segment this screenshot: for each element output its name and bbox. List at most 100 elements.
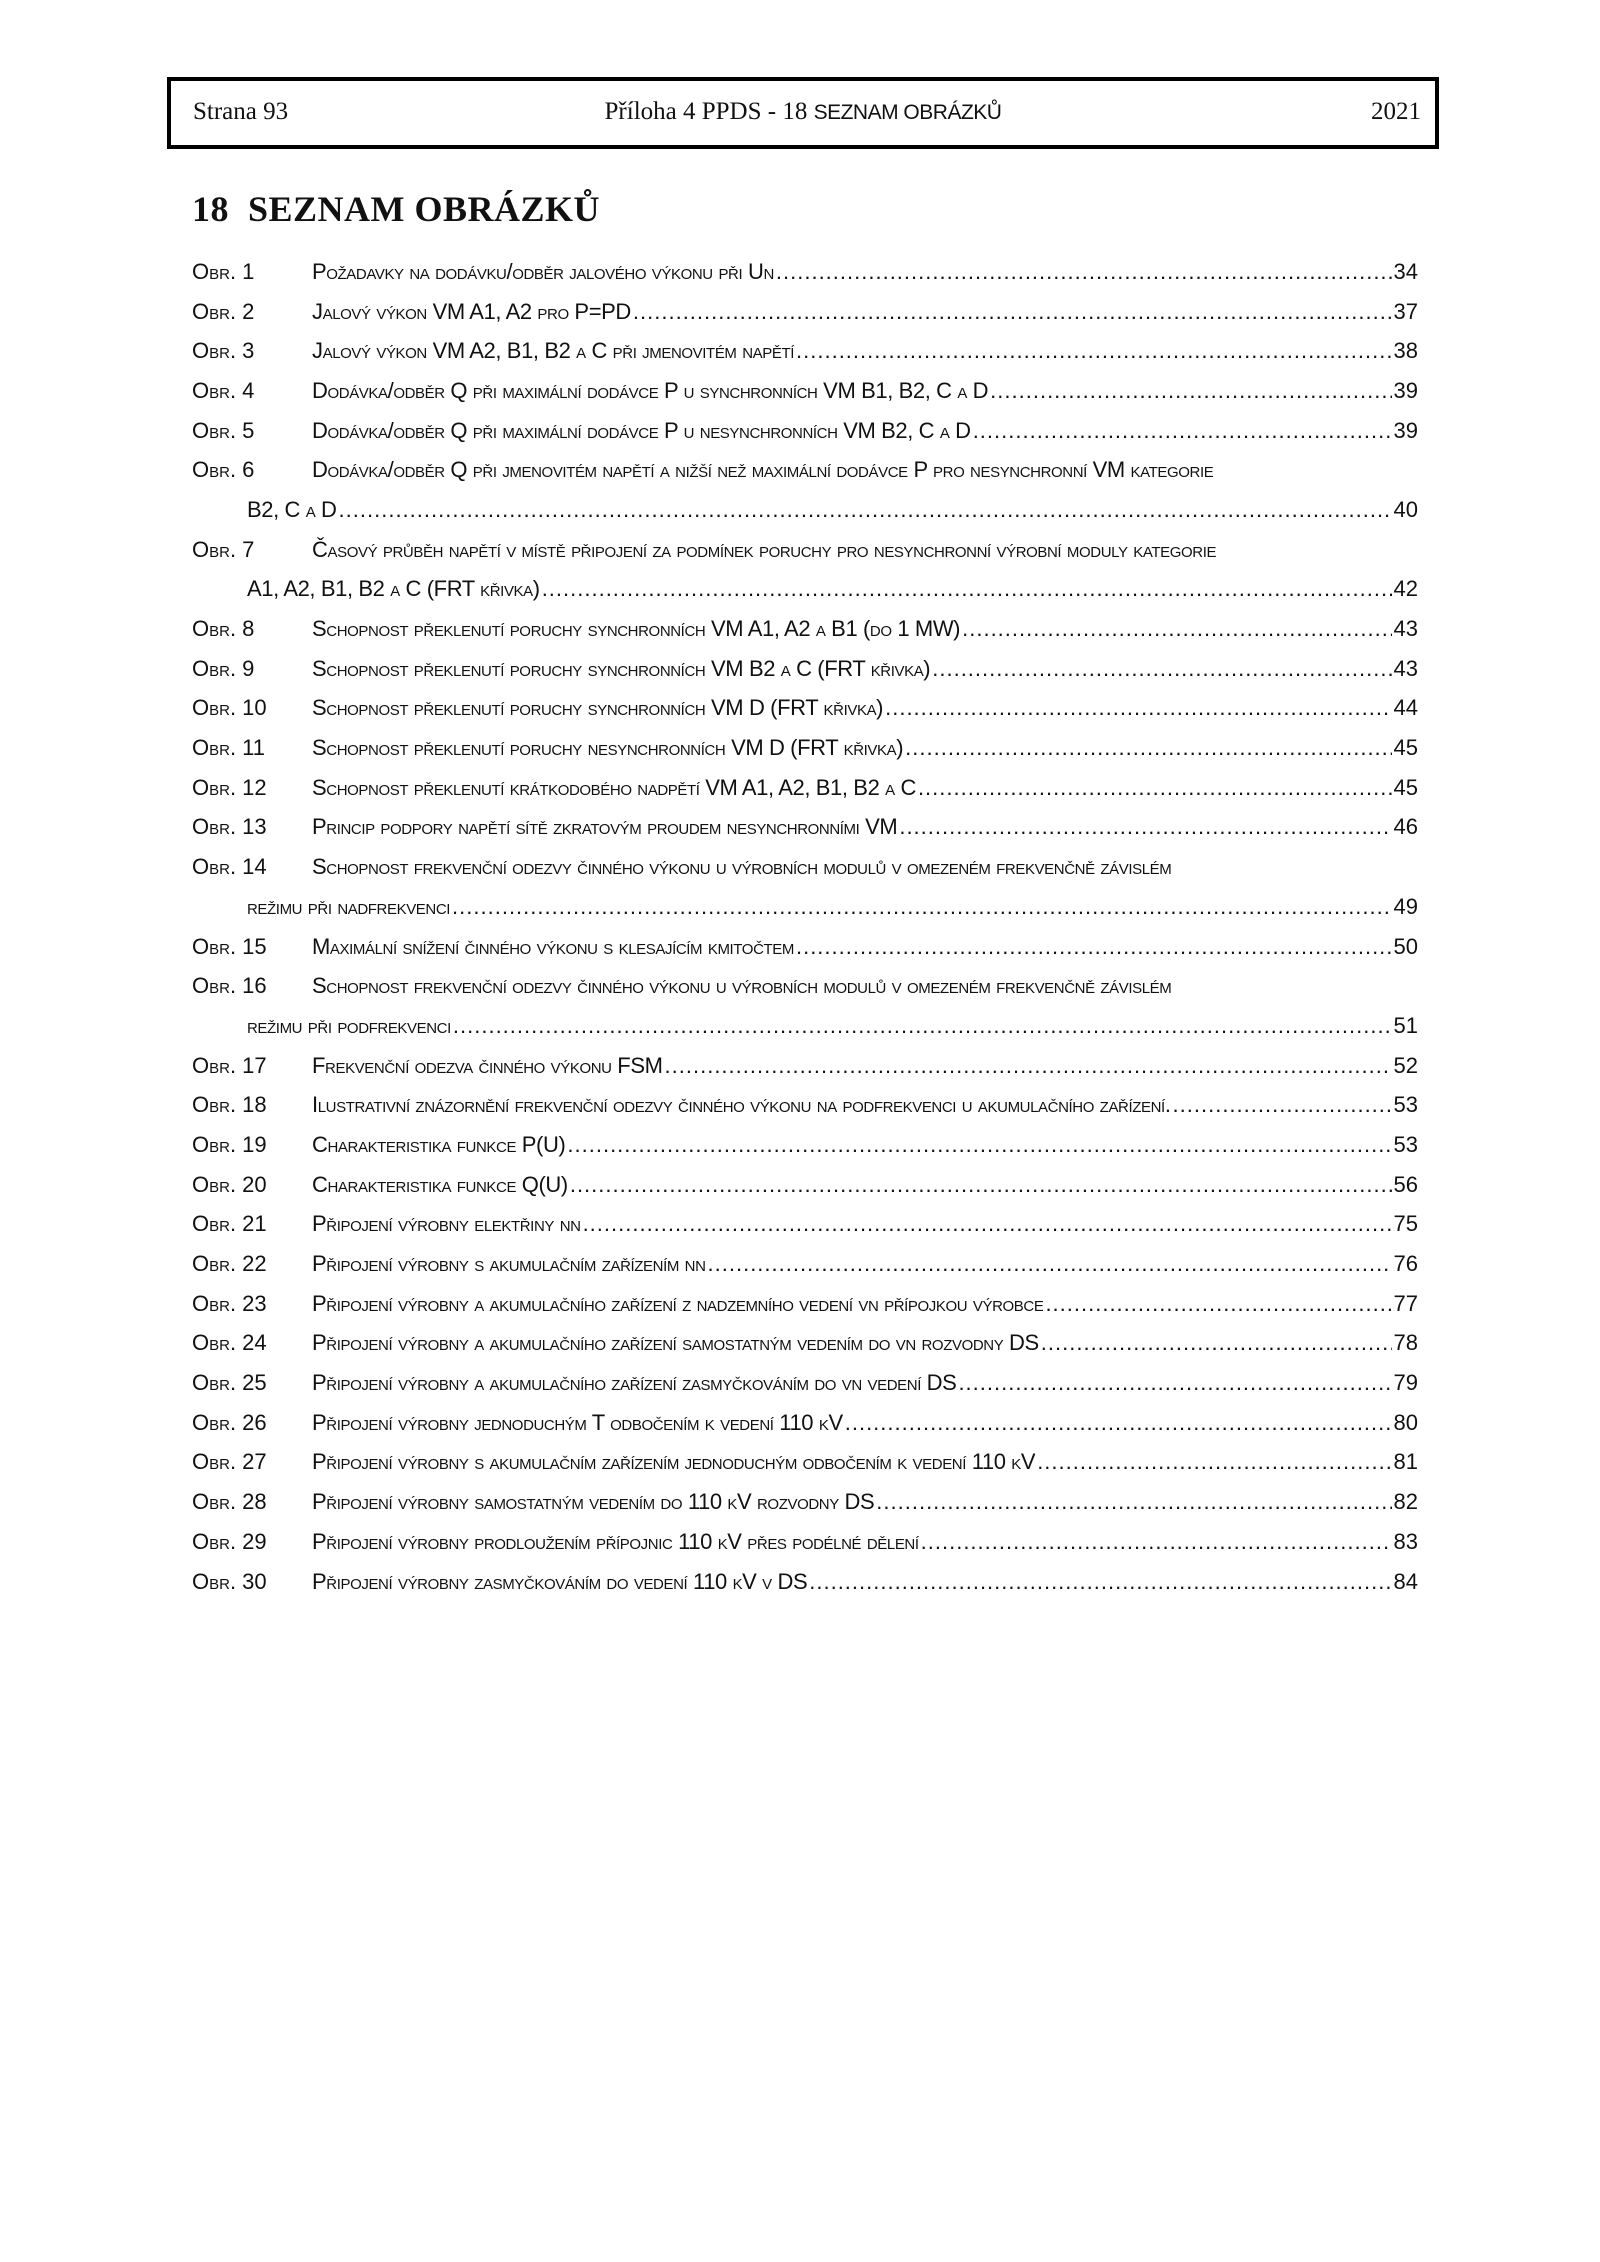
figure-list-item[interactable]: Obr. 13 Princip podpory napětí sítě zkrat… bbox=[192, 808, 1418, 848]
figure-list-item[interactable]: Obr. 25 Připojení výrobny a akumulačního … bbox=[192, 1363, 1418, 1403]
dot-leader bbox=[876, 1489, 1391, 1515]
page-ref: 75 bbox=[1393, 1211, 1418, 1237]
page-number: Strana 93 bbox=[193, 98, 289, 125]
figure-label: Obr. 21 bbox=[192, 1211, 267, 1237]
page-ref: 53 bbox=[1393, 1092, 1418, 1118]
figure-label: Obr. 2 bbox=[192, 298, 255, 324]
figure-list-item[interactable]: Obr. 2 Jalový výkon VM A1, A2 pro P=PD 37 bbox=[192, 292, 1418, 332]
figure-list-item[interactable]: Obr. 30 Připojení výrobny zasmyčkováním d… bbox=[192, 1562, 1418, 1602]
figure-list-item[interactable]: Obr. 14 Schopnost frekvenční odezvy činné… bbox=[192, 847, 1418, 887]
figure-list-item[interactable]: B2, C a D 40 bbox=[192, 490, 1418, 530]
figure-list-item[interactable]: Obr. 15 Maximální snížení činného výkonu … bbox=[192, 927, 1418, 967]
figure-caption: Časový průběh napětí v místě připojení z… bbox=[312, 536, 1217, 562]
figure-list-item[interactable]: Obr. 4 Dodávka/odběr Q při maximální dodá… bbox=[192, 371, 1418, 411]
page-ref: 38 bbox=[1393, 338, 1418, 364]
page-ref: 45 bbox=[1393, 774, 1418, 800]
figure-caption: Připojení výrobny prodloužením přípojnic… bbox=[312, 1528, 919, 1554]
figure-caption: Schopnost frekvenční odezvy činného výko… bbox=[312, 854, 1172, 880]
figure-caption: Ilustrativní znázornění frekvenční odezv… bbox=[312, 1092, 1171, 1118]
figure-label: Obr. 29 bbox=[192, 1528, 267, 1554]
figure-list-item[interactable]: Obr. 18 Ilustrativní znázornění frekvenčn… bbox=[192, 1085, 1418, 1125]
figure-caption: Jalový výkon VM A1, A2 pro P=PD bbox=[312, 298, 631, 324]
figure-list-item[interactable]: Obr. 28 Připojení výrobny samostatným ved… bbox=[192, 1482, 1418, 1522]
figure-caption: B2, C a D bbox=[247, 496, 337, 522]
figure-list-item[interactable]: Obr. 12 Schopnost překlenutí krátkodobého… bbox=[192, 768, 1418, 808]
figure-caption: Připojení výrobny s akumulačním zařízení… bbox=[312, 1449, 1036, 1475]
page-ref: 80 bbox=[1393, 1409, 1418, 1435]
figure-caption: Jalový výkon VM A2, B1, B2 a C při jmeno… bbox=[312, 338, 795, 364]
page-header: Strana 93 Příloha 4 PPDS - 18 SEZNAM OBR… bbox=[167, 77, 1439, 149]
figure-label: Obr. 14 bbox=[192, 854, 267, 880]
figure-list-item[interactable]: Obr. 22 Připojení výrobny s akumulačním z… bbox=[192, 1244, 1418, 1284]
figure-caption: Požadavky na dodávku/odběr jalového výko… bbox=[312, 258, 774, 284]
figure-list-item[interactable]: Obr. 1 Požadavky na dodávku/odběr jalovéh… bbox=[192, 252, 1418, 292]
page-ref: 79 bbox=[1393, 1370, 1418, 1396]
figure-caption: Připojení výrobny samostatným vedením do… bbox=[312, 1489, 875, 1515]
dot-leader bbox=[845, 1410, 1392, 1436]
page-ref: 52 bbox=[1393, 1052, 1418, 1078]
figure-caption: režimu při podfrekvenci bbox=[247, 1012, 451, 1038]
dot-leader bbox=[918, 775, 1392, 801]
figure-label: Obr. 3 bbox=[192, 338, 255, 364]
figure-caption: Frekvenční odezva činného výkonu FSM bbox=[312, 1052, 663, 1078]
figure-caption: Připojení výrobny a akumulačního zařízen… bbox=[312, 1290, 1044, 1316]
page-ref: 56 bbox=[1393, 1171, 1418, 1197]
figure-list-item[interactable]: Obr. 6 Dodávka/odběr Q při jmenovitém nap… bbox=[192, 450, 1418, 490]
figure-list-item[interactable]: Obr. 24 Připojení výrobny a akumulačního … bbox=[192, 1324, 1418, 1364]
page-ref: 39 bbox=[1393, 377, 1418, 403]
figure-caption: Připojení výrobny a akumulačního zařízen… bbox=[312, 1330, 1039, 1356]
figure-list-item[interactable]: režimu při nadfrekvenci 49 bbox=[192, 887, 1418, 927]
page-ref: 51 bbox=[1393, 1012, 1418, 1038]
figure-list-item[interactable]: Obr. 23 Připojení výrobny a akumulačního … bbox=[192, 1284, 1418, 1324]
figure-list-item[interactable]: Obr. 9 Schopnost překlenutí poruchy synch… bbox=[192, 649, 1418, 689]
figure-list-item[interactable]: Obr. 16 Schopnost frekvenční odezvy činné… bbox=[192, 966, 1418, 1006]
figure-list-item[interactable]: Obr. 27 Připojení výrobny s akumulačním z… bbox=[192, 1443, 1418, 1483]
section-title: 18 SEZNAM OBRÁZKŮ bbox=[192, 189, 601, 229]
figure-list-item[interactable]: Obr. 5 Dodávka/odběr Q při maximální dodá… bbox=[192, 411, 1418, 451]
dot-leader bbox=[1041, 1330, 1392, 1356]
figure-list-item[interactable]: A1, A2, B1, B2 a C (FRT křivka) 42 bbox=[192, 570, 1418, 610]
figure-list-item[interactable]: Obr. 3 Jalový výkon VM A2, B1, B2 a C při… bbox=[192, 331, 1418, 371]
page-ref: 50 bbox=[1393, 933, 1418, 959]
figure-label: Obr. 18 bbox=[192, 1092, 267, 1118]
figure-caption: Schopnost překlenutí poruchy synchronníc… bbox=[312, 616, 961, 642]
dot-leader bbox=[962, 616, 1391, 642]
dot-leader bbox=[809, 1569, 1391, 1595]
page-ref: 39 bbox=[1393, 417, 1418, 443]
figure-list-item[interactable]: Obr. 17 Frekvenční odezva činného výkonu … bbox=[192, 1046, 1418, 1086]
figure-list-item[interactable]: Obr. 7 Časový průběh napětí v místě připo… bbox=[192, 530, 1418, 570]
figure-caption: Připojení výrobny elektřiny nn bbox=[312, 1211, 581, 1237]
figure-list-item[interactable]: Obr. 8 Schopnost překlenutí poruchy synch… bbox=[192, 609, 1418, 649]
figure-list-item[interactable]: Obr. 29 Připojení výrobny prodloužením př… bbox=[192, 1522, 1418, 1562]
figure-list-item[interactable]: Obr. 19 Charakteristika funkce P(U) 53 bbox=[192, 1125, 1418, 1165]
figure-list-item[interactable]: Obr. 21 Připojení výrobny elektřiny nn 75 bbox=[192, 1205, 1418, 1245]
dot-leader bbox=[921, 1529, 1392, 1555]
page-ref: 44 bbox=[1393, 695, 1418, 721]
figure-label: Obr. 22 bbox=[192, 1251, 267, 1277]
dot-leader bbox=[958, 1370, 1391, 1396]
figure-label: Obr. 1 bbox=[192, 258, 255, 284]
figure-caption: Připojení výrobny a akumulačního zařízen… bbox=[312, 1370, 957, 1396]
figure-list-item[interactable]: režimu při podfrekvenci 51 bbox=[192, 1006, 1418, 1046]
page-ref: 46 bbox=[1393, 814, 1418, 840]
page-ref: 45 bbox=[1393, 735, 1418, 761]
figure-caption: Schopnost překlenutí poruchy nesynchronn… bbox=[312, 735, 904, 761]
figure-list-item[interactable]: Obr. 11 Schopnost překlenutí poruchy nesy… bbox=[192, 728, 1418, 768]
figure-list-item[interactable]: Obr. 20 Charakteristika funkce Q(U) 56 bbox=[192, 1165, 1418, 1205]
figure-caption: Princip podpory napětí sítě zkratovým pr… bbox=[312, 814, 898, 840]
dot-leader bbox=[339, 497, 1392, 523]
figure-caption: Schopnost překlenutí krátkodobého nadpět… bbox=[312, 774, 916, 800]
page-ref: 83 bbox=[1393, 1528, 1418, 1554]
figure-label: Obr. 8 bbox=[192, 616, 255, 642]
figure-caption: Charakteristika funkce P(U) bbox=[312, 1131, 566, 1157]
page-ref: 84 bbox=[1393, 1568, 1418, 1594]
page-ref: 76 bbox=[1393, 1251, 1418, 1277]
dot-leader bbox=[1173, 1092, 1392, 1118]
page-ref: 42 bbox=[1393, 576, 1418, 602]
figure-list-item[interactable]: Obr. 10 Schopnost překlenutí poruchy sync… bbox=[192, 689, 1418, 729]
figure-list-item[interactable]: Obr. 26 Připojení výrobny jednoduchým T o… bbox=[192, 1403, 1418, 1443]
page-ref: 43 bbox=[1393, 616, 1418, 642]
figure-caption: Maximální snížení činného výkonu s klesa… bbox=[312, 933, 794, 959]
dot-leader bbox=[899, 814, 1391, 840]
figure-label: Obr. 28 bbox=[192, 1489, 267, 1515]
